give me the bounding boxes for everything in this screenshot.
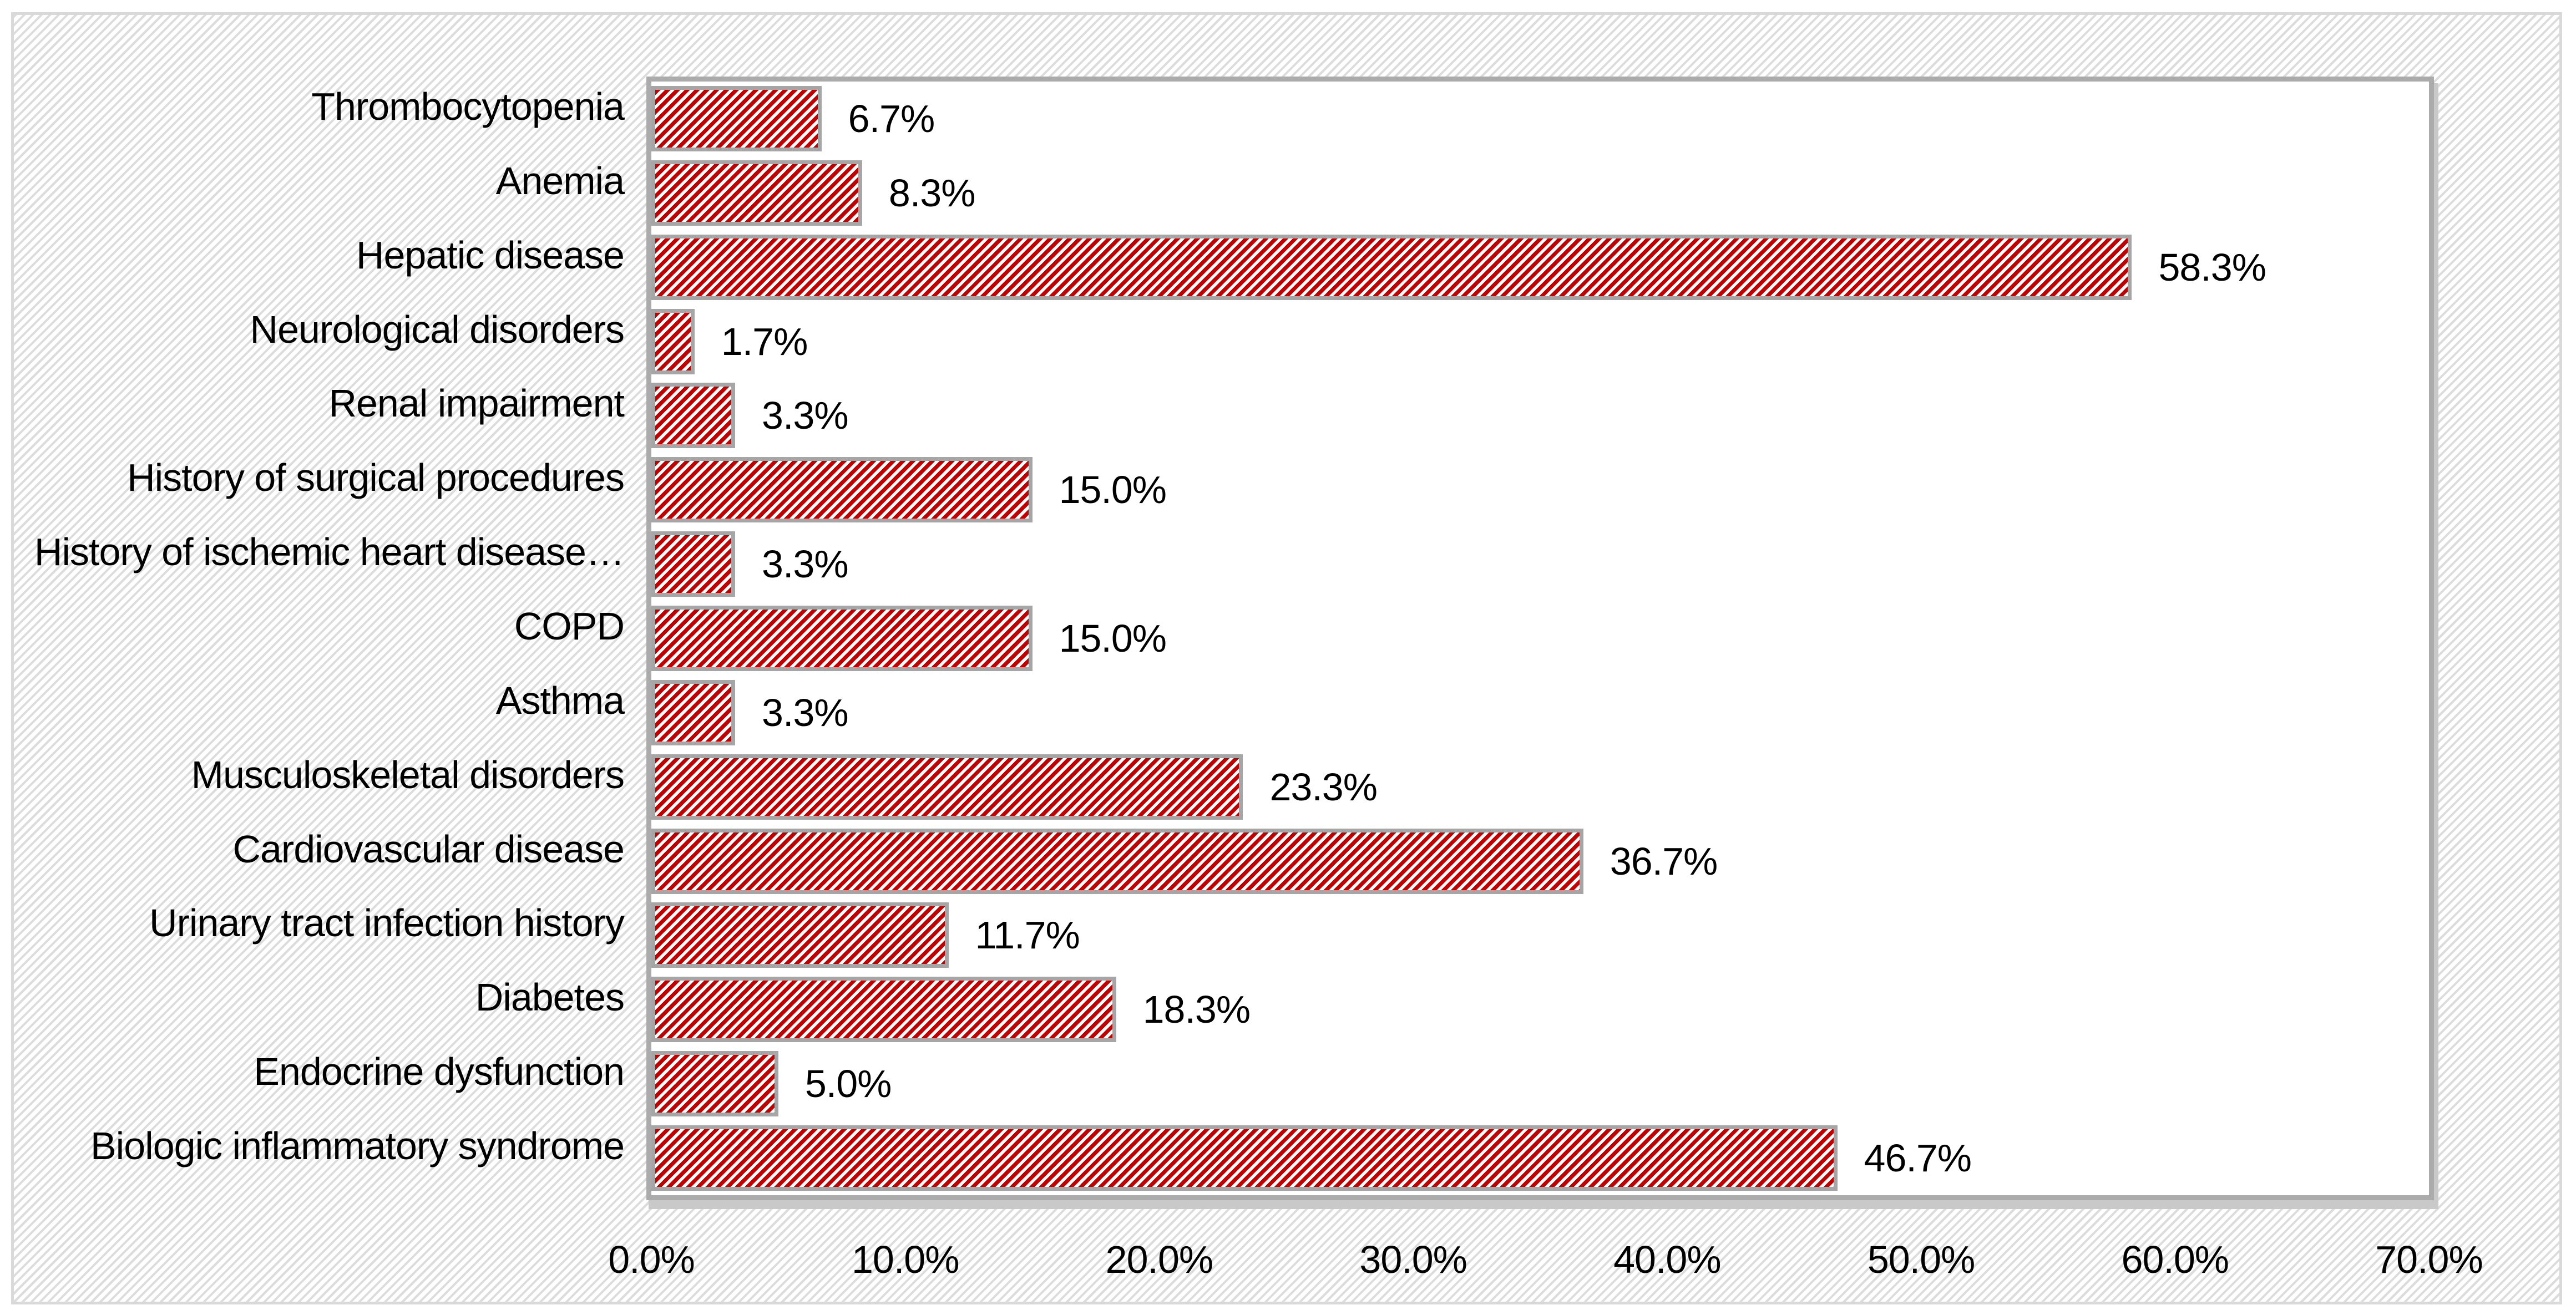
category-label: Diabetes xyxy=(475,976,625,1019)
bar[interactable] xyxy=(651,457,1033,523)
x-axis-tick-label: 40.0% xyxy=(1613,1238,1721,1281)
data-label: 6.7% xyxy=(848,97,935,140)
data-label: 3.3% xyxy=(762,690,849,734)
category-label: Musculoskeletal disorders xyxy=(191,753,625,796)
x-axis-tick-label: 70.0% xyxy=(2375,1238,2483,1281)
category-label: Endocrine dysfunction xyxy=(254,1050,625,1094)
bar[interactable] xyxy=(651,902,949,968)
data-label: 18.3% xyxy=(1142,988,1251,1032)
category-label: COPD xyxy=(514,604,625,648)
x-axis-tick-label: 50.0% xyxy=(1867,1238,1975,1281)
data-label: 23.3% xyxy=(1269,765,1377,809)
category-label: Hepatic disease xyxy=(356,233,625,277)
category-label: Neurological disorders xyxy=(250,307,625,351)
category-label: Urinary tract infection history xyxy=(149,901,625,945)
data-label: 15.0% xyxy=(1059,468,1167,512)
x-axis-tick-label: 30.0% xyxy=(1359,1238,1467,1281)
data-label: 15.0% xyxy=(1059,616,1167,660)
data-label: 5.0% xyxy=(804,1062,892,1106)
bar[interactable] xyxy=(651,160,862,226)
bar[interactable] xyxy=(651,85,822,151)
bar[interactable] xyxy=(651,1125,1838,1191)
bar[interactable] xyxy=(651,754,1243,820)
data-label: 58.3% xyxy=(2158,245,2266,289)
chart-area: 6.7% 8.3% 58.3% 1.7% 3.3% 15.0% 3.3% 15.0% 3.3% 2… xyxy=(11,12,2562,1304)
data-label: 3.3% xyxy=(762,394,849,438)
bar[interactable] xyxy=(651,1051,778,1117)
bar[interactable] xyxy=(651,977,1116,1043)
data-label: 36.7% xyxy=(1610,839,1718,883)
x-axis-tick-label: 10.0% xyxy=(851,1238,959,1281)
bar[interactable] xyxy=(651,234,2132,300)
plot-area: 6.7% 8.3% 58.3% 1.7% 3.3% 15.0% 3.3% 15.0% 3.3% 2… xyxy=(646,77,2434,1200)
bar[interactable] xyxy=(651,308,695,374)
category-label: Renal impairment xyxy=(328,382,625,425)
data-label: 1.7% xyxy=(721,319,808,363)
bar[interactable] xyxy=(651,679,736,745)
x-axis-tick-label: 0.0% xyxy=(608,1238,695,1281)
bar[interactable] xyxy=(651,828,1583,894)
data-label: 3.3% xyxy=(762,542,849,586)
category-label: Cardiovascular disease xyxy=(232,827,625,871)
category-label: History of surgical procedures xyxy=(127,456,625,500)
category-label: History of ischemic heart disease… xyxy=(34,530,625,574)
data-label: 11.7% xyxy=(975,913,1080,957)
category-label: Thrombocytopenia xyxy=(311,84,625,128)
bar[interactable] xyxy=(651,606,1033,671)
data-label: 46.7% xyxy=(1864,1136,1972,1180)
bar[interactable] xyxy=(651,383,736,449)
data-label: 8.3% xyxy=(888,171,976,215)
bar[interactable] xyxy=(651,531,736,597)
x-axis-tick-label: 60.0% xyxy=(2121,1238,2229,1281)
category-label: Asthma xyxy=(495,678,625,722)
category-label: Anemia xyxy=(495,159,625,202)
category-label: Biologic inflammatory syndrome xyxy=(90,1124,625,1168)
x-axis-tick-label: 20.0% xyxy=(1105,1238,1213,1281)
